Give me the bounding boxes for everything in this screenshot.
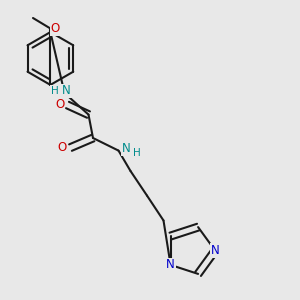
- Text: O: O: [58, 141, 67, 154]
- Text: H: H: [51, 86, 58, 96]
- Text: N: N: [122, 142, 131, 155]
- Text: H: H: [133, 148, 140, 158]
- Text: O: O: [55, 98, 64, 112]
- Text: N: N: [211, 244, 220, 257]
- Text: N: N: [62, 85, 71, 98]
- Text: O: O: [51, 22, 60, 35]
- Text: N: N: [166, 259, 175, 272]
